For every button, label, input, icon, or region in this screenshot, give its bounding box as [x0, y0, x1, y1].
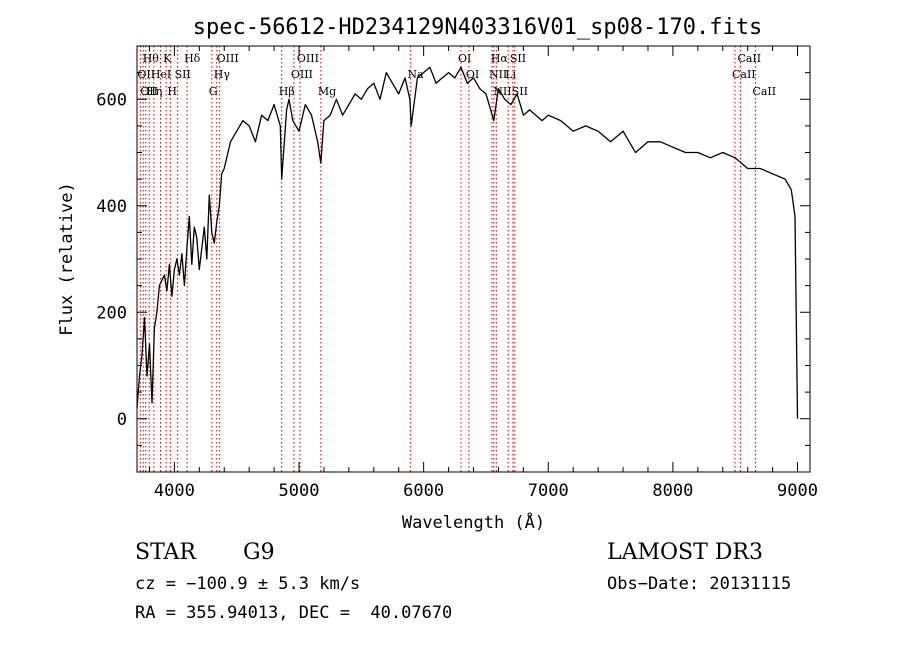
spectral-line-label: Mg [318, 85, 336, 98]
spectral-line-label: G [209, 85, 218, 98]
spectrum-line [136, 66, 799, 419]
spectral-line-label: Na [407, 68, 424, 81]
x-tick-label: 8000 [652, 481, 693, 501]
coordinates-info: RA = 355.94013, DEC = 40.07670 [135, 603, 453, 623]
spectral-line-label: OII [140, 85, 158, 98]
spectral-line-label: OIII [217, 52, 239, 65]
y-tick-label: 0 [117, 410, 127, 430]
spectral-line-label: CaII [752, 85, 776, 98]
spectral-line-label: Hη [146, 85, 162, 98]
observation-date: Obs−Date: 20131115 [607, 574, 792, 594]
spectral-line-label: Hγ [214, 68, 231, 81]
spectral-line-label: SII [175, 68, 191, 81]
plot-frame [136, 45, 811, 473]
y-tick-label: 400 [96, 197, 127, 217]
x-tick-label: 6000 [403, 481, 444, 501]
spectral-line-label: SII [512, 85, 528, 98]
spectral-line-label: OI [466, 68, 479, 81]
spectral-line-label: Li [505, 68, 516, 81]
y-axis-label: Flux (relative) [57, 182, 77, 336]
spectral-line-label: OIII [291, 68, 313, 81]
spectral-line-label: NII [489, 68, 507, 81]
spectral-line-label: OI [458, 52, 471, 65]
object-class: STAR [135, 540, 196, 565]
spectral-line-label: K [163, 52, 172, 65]
spectral-line-label: Hα [491, 52, 509, 65]
survey-label: LAMOST DR3 [607, 540, 763, 565]
x-tick-label: 9000 [777, 481, 818, 501]
x-tick-label: 4000 [154, 481, 195, 501]
x-tick-label: 7000 [528, 481, 569, 501]
spectral-line-label: CaII [732, 68, 756, 81]
y-tick-label: 200 [96, 303, 127, 323]
spectral-line-label: OIII [297, 52, 319, 65]
spectral-line-label: CaII [737, 52, 761, 65]
spectral-line-label: Hθ [143, 52, 160, 65]
spectral-line-label: SII [510, 52, 526, 65]
x-axis-label: Wavelength (Å) [402, 511, 545, 533]
spectral-line-label: Hδ [184, 52, 201, 65]
spectral-line-label: HeI [151, 68, 171, 81]
x-tick-label: 5000 [279, 481, 320, 501]
object-subclass: G9 [243, 540, 275, 565]
spectral-line-label: NII [493, 85, 511, 98]
spectral-line-label: H [167, 85, 177, 98]
spectral-line-label: Hβ [279, 85, 295, 98]
spectral-line-label: OII [137, 68, 155, 81]
redshift-info: cz = −100.9 ± 5.3 km/s [135, 574, 361, 594]
chart-title: spec-56612-HD234129N403316V01_sp08-170.f… [193, 15, 763, 40]
y-tick-label: 600 [96, 90, 127, 110]
